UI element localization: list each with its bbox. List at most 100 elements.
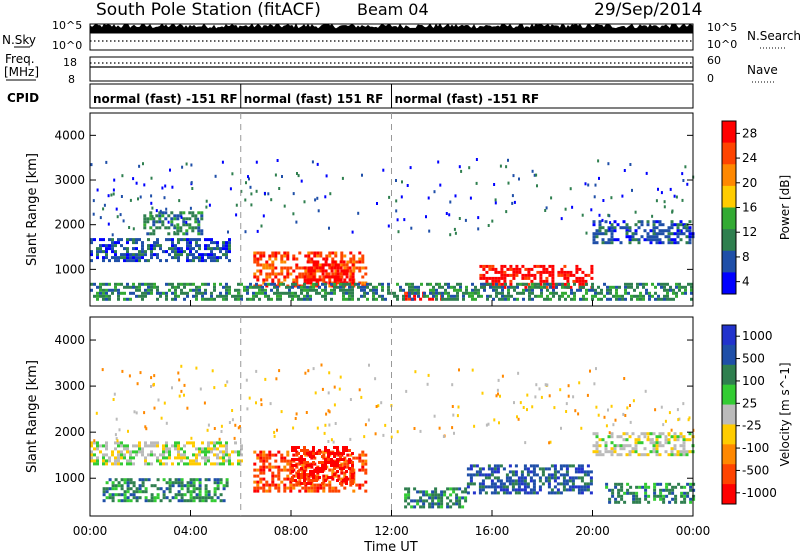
power-scatter-cell — [96, 188, 99, 192]
velocity-cell — [312, 452, 315, 455]
power-cell — [539, 273, 543, 277]
power-scatter-cell — [132, 177, 135, 181]
power-cell — [161, 223, 165, 227]
power-cell — [339, 278, 343, 282]
velocity-cell — [508, 476, 512, 480]
power-cell — [670, 223, 674, 227]
power-cell — [253, 260, 257, 264]
velocity-cell — [523, 488, 527, 492]
velocity-cell — [102, 487, 106, 491]
power-cell — [315, 260, 319, 264]
velocity-scatter-cell — [199, 387, 202, 391]
power-scatter-cell — [607, 162, 610, 166]
velocity-cell — [162, 478, 166, 482]
power-cell — [333, 291, 336, 295]
velocity-cell — [213, 462, 216, 466]
power-cell — [182, 232, 186, 236]
velocity-cell — [306, 482, 309, 485]
power-cell — [141, 247, 144, 251]
power-scatter-cell — [107, 222, 110, 226]
velocity-cell — [120, 453, 123, 457]
power-cell — [679, 232, 683, 236]
velocity-cell — [490, 482, 494, 486]
velocity-scatter-cell — [327, 440, 330, 443]
velocity-cell — [286, 462, 290, 466]
power-cell — [198, 247, 201, 251]
power-scatter-cell — [151, 206, 154, 210]
power-scatter-cell — [499, 164, 502, 168]
power-cell — [225, 291, 228, 295]
power-scatter-cell — [328, 226, 330, 230]
velocity-cell — [129, 459, 132, 463]
velocity-cell — [413, 505, 417, 509]
velocity-cell — [469, 479, 473, 483]
velocity-cell — [655, 444, 659, 448]
power-cell — [197, 229, 201, 233]
power-cell — [561, 291, 564, 295]
power-scatter-cell — [487, 224, 490, 227]
power-cell — [108, 238, 111, 242]
power-cell — [298, 272, 302, 276]
power-cell — [579, 288, 582, 292]
power-cell — [319, 251, 323, 255]
power-cell — [497, 270, 501, 274]
power-cell — [183, 297, 186, 301]
velocity-cell — [333, 446, 336, 449]
power-cell — [117, 259, 120, 263]
power-cell — [249, 285, 252, 289]
velocity-cell — [619, 435, 623, 439]
power-scatter-cell — [403, 218, 406, 222]
power-cell — [228, 288, 231, 292]
power-cell — [147, 288, 150, 292]
power-cell — [306, 275, 310, 279]
power-cell — [477, 288, 480, 292]
power-cell — [197, 226, 201, 230]
power-cell — [114, 250, 117, 254]
cpid-segment-label: normal (fast) 151 RF — [244, 92, 384, 106]
velocity-cell — [673, 444, 677, 448]
power-cell — [530, 273, 534, 277]
velocity-cell — [661, 432, 665, 436]
velocity-cell — [295, 453, 299, 457]
power-scatter-cell — [494, 198, 497, 202]
velocity-cell — [174, 447, 177, 451]
velocity-cell — [629, 491, 633, 495]
power-scatter-cell — [311, 160, 314, 164]
velocity-cell — [144, 459, 147, 463]
power-cell — [624, 297, 627, 301]
velocity-cell — [605, 485, 609, 489]
power-cell — [307, 269, 311, 273]
power-cell — [512, 267, 516, 271]
velocity-cell — [327, 452, 330, 455]
power-scatter-cell — [453, 227, 456, 231]
power-cell — [663, 294, 666, 298]
velocity-cell — [604, 450, 608, 454]
power-cell — [222, 247, 225, 251]
velocity-cell — [123, 444, 126, 448]
velocity-cell — [198, 453, 201, 457]
velocity-cell — [595, 447, 599, 451]
power-cell — [357, 297, 360, 301]
velocity-cell — [186, 487, 190, 491]
velocity-cell — [682, 435, 686, 439]
velocity-cell — [330, 452, 333, 455]
power-cell — [598, 232, 602, 236]
power-cell — [216, 294, 219, 298]
velocity-cell — [583, 488, 587, 492]
power-cell — [300, 291, 303, 295]
power-cell — [188, 211, 192, 215]
velocity-cell — [307, 486, 311, 490]
power-cell — [361, 257, 365, 261]
power-cell — [527, 270, 531, 274]
velocity-cell — [658, 441, 662, 445]
power-cell — [441, 294, 444, 298]
velocity-cell — [277, 465, 281, 469]
velocity-cell — [361, 468, 365, 472]
velocity-cell — [679, 432, 683, 436]
power-cell — [327, 272, 331, 276]
power-cell — [346, 266, 350, 270]
power-cell — [309, 281, 313, 285]
power-cell — [149, 232, 153, 236]
velocity-cell — [692, 494, 696, 498]
power-cell — [664, 229, 668, 233]
